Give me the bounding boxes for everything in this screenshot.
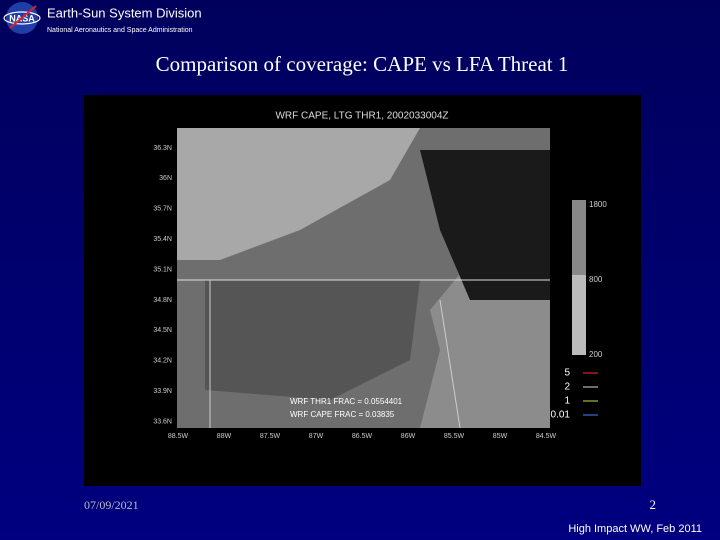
lat-label: 35.1N — [153, 266, 172, 273]
map-shade — [420, 150, 550, 300]
lat-label: 34.8N — [153, 297, 172, 304]
lon-label: 84.5W — [536, 433, 557, 440]
lon-label: 88W — [217, 433, 232, 440]
slide-title: Comparison of coverage: CAPE vs LFA Thre… — [156, 52, 569, 76]
lat-label: 34.5N — [153, 327, 172, 334]
figure-annotation: WRF CAPE FRAC = 0.03835 — [290, 410, 395, 419]
lon-label: 87W — [309, 433, 324, 440]
lon-label: 85.5W — [444, 433, 465, 440]
colorbar — [572, 200, 586, 275]
colorbar-label: 200 — [589, 350, 603, 359]
lon-label: 87.5W — [260, 433, 281, 440]
legend-label: 1 — [564, 396, 570, 407]
header-title: Earth-Sun System Division — [47, 5, 202, 20]
colorbar-label: 800 — [589, 275, 603, 284]
page-number: 2 — [650, 497, 657, 512]
lat-label: 36N — [159, 175, 172, 182]
lon-label: 85W — [493, 433, 508, 440]
lon-label: 88.5W — [168, 433, 189, 440]
footer-date: 07/09/2021 — [84, 498, 139, 512]
figure: WRF CAPE, LTG THR1, 2002033004Z — [84, 95, 641, 486]
legend-label: 0.01 — [551, 410, 571, 421]
lat-label: 33.6N — [153, 418, 172, 425]
lat-label: 33.9N — [153, 388, 172, 395]
lon-label: 86W — [401, 433, 416, 440]
header-subtitle: National Aeronautics and Space Administr… — [47, 27, 193, 34]
lat-label: 35.7N — [153, 206, 172, 213]
lon-label: 86.5W — [352, 433, 373, 440]
legend-lines — [583, 372, 598, 416]
lat-label: 34.2N — [153, 358, 172, 365]
map-shade — [205, 280, 420, 400]
state-line — [209, 280, 461, 429]
footer-event: High Impact WW, Feb 2011 — [568, 523, 702, 535]
lat-label: 36.3N — [153, 145, 172, 152]
colorbar-label: 1800 — [589, 200, 607, 209]
nasa-logo: NASA — [3, 2, 41, 34]
map-shade — [177, 128, 420, 260]
legend-label: 5 — [564, 368, 570, 379]
legend-label: 2 — [564, 382, 570, 393]
figure-title: WRF CAPE, LTG THR1, 2002033004Z — [275, 111, 448, 122]
figure-annotation: WRF THR1 FRAC = 0.0554401 — [290, 397, 403, 406]
lat-label: 35.4N — [153, 236, 172, 243]
